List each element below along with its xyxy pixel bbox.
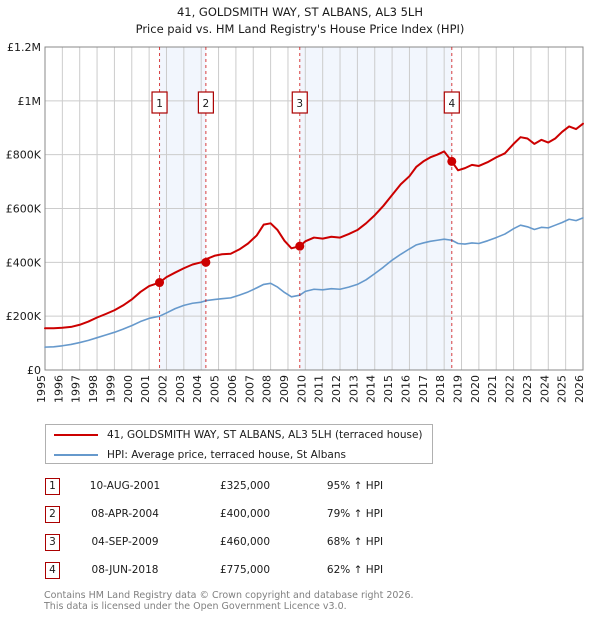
x-axis-tick-label: 2015 <box>382 375 395 403</box>
x-axis-tick-label: 2003 <box>174 375 187 403</box>
legend-item-price: 41, GOLDSMITH WAY, ST ALBANS, AL3 5LH (t… <box>46 425 432 445</box>
transaction-date: 04-SEP-2009 <box>91 536 159 548</box>
transaction-label-text-1: 1 <box>156 98 163 110</box>
transaction-index-badge: 1 <box>45 477 60 495</box>
y-axis-tick-label: £800K <box>6 149 42 162</box>
transaction-price: £400,000 <box>219 508 271 520</box>
transaction-hpi-delta: 68% ↑ HPI <box>326 536 384 548</box>
transaction-hpi-delta: 79% ↑ HPI <box>326 508 384 520</box>
legend-swatch-hpi <box>54 454 98 456</box>
transaction-dot-4[interactable] <box>447 156 457 166</box>
transaction-row: 3 04-SEP-2009 £460,000 68% ↑ HPI <box>45 528 465 556</box>
transaction-index-badge: 2 <box>45 505 60 523</box>
transaction-label-box-2[interactable] <box>197 91 214 114</box>
x-axis-tick-label: 2012 <box>330 375 343 403</box>
x-axis-tick-label: 1995 <box>35 375 48 403</box>
x-axis-tick-label: 2020 <box>469 375 482 403</box>
transaction-hpi-delta: 62% ↑ HPI <box>326 564 384 576</box>
x-axis-tick-label: 2026 <box>573 375 586 403</box>
hpi-line <box>44 217 584 348</box>
transaction-price: £775,000 <box>219 564 271 576</box>
y-axis-tick-label: £200K <box>6 310 42 323</box>
transaction-index-badge: 4 <box>45 561 60 579</box>
transaction-row: 4 08-JUN-2018 £775,000 62% ↑ HPI <box>45 556 465 584</box>
x-axis-tick-label: 2023 <box>521 375 534 403</box>
x-axis-tick-label: 2010 <box>295 375 308 403</box>
price-paid-line <box>44 122 584 330</box>
x-axis-tick-label: 2018 <box>434 375 447 403</box>
transactions-table: 1 10-AUG-2001 £325,000 95% ↑ HPI 2 08-APR-200… <box>45 472 465 584</box>
x-axis-tick-label: 1996 <box>52 375 65 403</box>
x-axis-tick-label: 2014 <box>365 375 378 403</box>
transaction-price: £325,000 <box>219 480 271 492</box>
x-axis-tick-label: 1999 <box>104 375 117 403</box>
transaction-index-badge: 3 <box>45 533 60 551</box>
transaction-label-box-3[interactable] <box>291 91 308 114</box>
transaction-date: 08-APR-2004 <box>91 508 159 520</box>
x-axis-tick-label: 2016 <box>399 375 412 403</box>
plot-frame <box>44 46 584 371</box>
x-axis-tick-label: 2024 <box>538 375 551 403</box>
footer-attribution: Contains HM Land Registry data © Crown c… <box>44 590 544 612</box>
transaction-date: 08-JUN-2018 <box>91 564 159 576</box>
y-axis-tick-label: £400K <box>6 256 42 269</box>
x-axis-tick-label: 2001 <box>139 375 152 403</box>
x-axis-tick-label: 1998 <box>87 375 100 403</box>
y-axis-tick-label: £0 <box>27 364 41 377</box>
x-axis-tick-label: 2005 <box>209 375 222 403</box>
transaction-label-box-4[interactable] <box>443 91 460 114</box>
x-axis-tick-label: 2007 <box>243 375 256 403</box>
y-axis-tick-label: £600K <box>6 203 42 216</box>
x-axis-tick-label: 2002 <box>156 375 169 403</box>
transaction-label-box-1[interactable] <box>151 91 168 114</box>
transaction-row: 2 08-APR-2004 £400,000 79% ↑ HPI <box>45 500 465 528</box>
x-axis-tick-label: 2021 <box>486 375 499 403</box>
legend-label-price: 41, GOLDSMITH WAY, ST ALBANS, AL3 5LH (t… <box>107 429 423 441</box>
footer-line-1: Contains HM Land Registry data © Crown c… <box>44 590 414 601</box>
y-axis-tick-label: £1.2M <box>7 41 41 54</box>
x-axis-tick-label: 2000 <box>122 375 135 403</box>
x-axis-tick-label: 2013 <box>347 375 360 403</box>
x-axis-tick-label: 2019 <box>452 375 465 403</box>
plot-area: £0 £200K £400K £600K £800K £1M £1.2M 1995 1996 19… <box>6 41 586 403</box>
transaction-date: 10-AUG-2001 <box>89 480 161 492</box>
title-line-2: Price paid vs. HM Land Registry's House … <box>135 22 465 36</box>
x-axis-tick-label: 2008 <box>261 375 274 403</box>
transaction-hpi-delta: 95% ↑ HPI <box>326 480 384 492</box>
x-axis-tick-label: 2025 <box>556 375 569 403</box>
chart-legend: 41, GOLDSMITH WAY, ST ALBANS, AL3 5LH (t… <box>45 424 433 464</box>
title-line-1: 41, GOLDSMITH WAY, ST ALBANS, AL3 5LH <box>176 5 423 19</box>
chart-title: 41, GOLDSMITH WAY, ST ALBANS, AL3 5LH Pr… <box>0 0 600 38</box>
transaction-dot-2[interactable] <box>201 257 211 267</box>
legend-swatch-price <box>54 434 98 436</box>
legend-item-hpi: HPI: Average price, terraced house, St A… <box>46 445 432 465</box>
x-axis-tick-label: 1997 <box>70 375 83 403</box>
x-axis-tick-label: 2004 <box>191 375 204 403</box>
x-axis-tick-label: 2022 <box>504 375 517 403</box>
transaction-label-text-3: 3 <box>296 98 303 110</box>
footer-line-2: This data is licensed under the Open Gov… <box>44 601 347 612</box>
transaction-price: £460,000 <box>219 536 271 548</box>
transaction-dot-3[interactable] <box>295 241 305 251</box>
transaction-label-text-2: 2 <box>203 98 210 110</box>
transaction-label-text-4: 4 <box>448 98 455 110</box>
legend-label-hpi: HPI: Average price, terraced house, St A… <box>107 449 346 461</box>
x-axis-tick-label: 2006 <box>226 375 239 403</box>
x-axis-tick-label: 2011 <box>313 375 326 403</box>
y-axis-tick-label: £1M <box>18 95 42 108</box>
transaction-row: 1 10-AUG-2001 £325,000 95% ↑ HPI <box>45 472 465 500</box>
transaction-dot-1[interactable] <box>155 278 165 288</box>
x-axis-tick-label: 2009 <box>278 375 291 403</box>
x-axis-tick-label: 2017 <box>417 375 430 403</box>
